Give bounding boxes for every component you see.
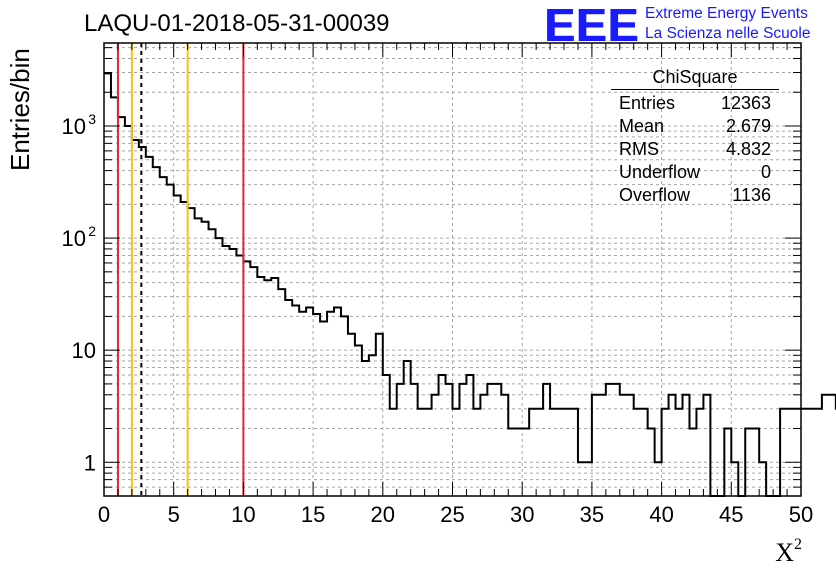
x-tick-label: 40	[649, 502, 673, 527]
stat-row-underflow: Underflow 0	[611, 161, 779, 184]
eee-logo: EEE Extreme Energy Events La Scienza nel…	[544, 2, 811, 48]
stat-name: Entries	[619, 93, 676, 113]
stat-name: Mean	[619, 116, 665, 136]
x-tick-label: 35	[580, 502, 604, 527]
stat-value: 4.832	[725, 139, 771, 159]
y-tick-label-exponent: 3	[88, 111, 96, 127]
logo-mark: EEE	[544, 0, 640, 51]
x-tick-label: 20	[371, 502, 395, 527]
chart-title: LAQU-01-2018-05-31-00039	[84, 10, 390, 37]
stat-name: Underflow	[619, 162, 701, 182]
x-axis-label: X2	[775, 536, 802, 568]
stat-row-overflow: Overflow 1136	[611, 184, 779, 207]
x-tick-label: 25	[440, 502, 464, 527]
x-tick-label: 5	[168, 502, 180, 527]
stats-box: ChiSquare Entries 12363 Mean 2.679 RMS 4.83…	[611, 66, 779, 207]
y-tick-label: 10	[62, 226, 86, 251]
x-tick-label: 50	[789, 502, 813, 527]
histogram-series	[104, 72, 836, 497]
x-tick-label: 45	[719, 502, 743, 527]
x-tick-label: 15	[301, 502, 325, 527]
y-tick-label-exponent: 2	[88, 223, 96, 239]
x-axis-label-exponent: 2	[794, 536, 802, 553]
y-tick-label: 10	[72, 338, 96, 363]
x-axis-label-base: X	[775, 538, 794, 567]
stat-name: RMS	[619, 139, 659, 159]
x-tick-label: 30	[510, 502, 534, 527]
stat-value: 12363	[720, 93, 771, 113]
stat-row-mean: Mean 2.679	[611, 115, 779, 138]
stat-value: 1136	[732, 185, 771, 205]
stat-row-entries: Entries 12363	[611, 92, 779, 115]
logo-text: Extreme Energy Events La Scienza nelle S…	[645, 2, 810, 44]
y-tick-label: 10	[62, 114, 86, 139]
y-tick-label: 1	[84, 450, 96, 475]
stat-row-rms: RMS 4.832	[611, 138, 779, 161]
stat-name: Overflow	[619, 185, 691, 205]
logo-line-2: La Scienza nelle Scuole	[645, 25, 811, 42]
x-tick-label: 0	[98, 502, 110, 527]
logo-line-1: Extreme Energy Events	[645, 5, 808, 22]
stat-value: 2.679	[725, 116, 771, 136]
y-axis-label: Entries/bin	[5, 48, 35, 171]
x-tick-label: 10	[231, 502, 255, 527]
stat-value: 0	[760, 162, 771, 182]
stats-title: ChiSquare	[611, 66, 779, 90]
